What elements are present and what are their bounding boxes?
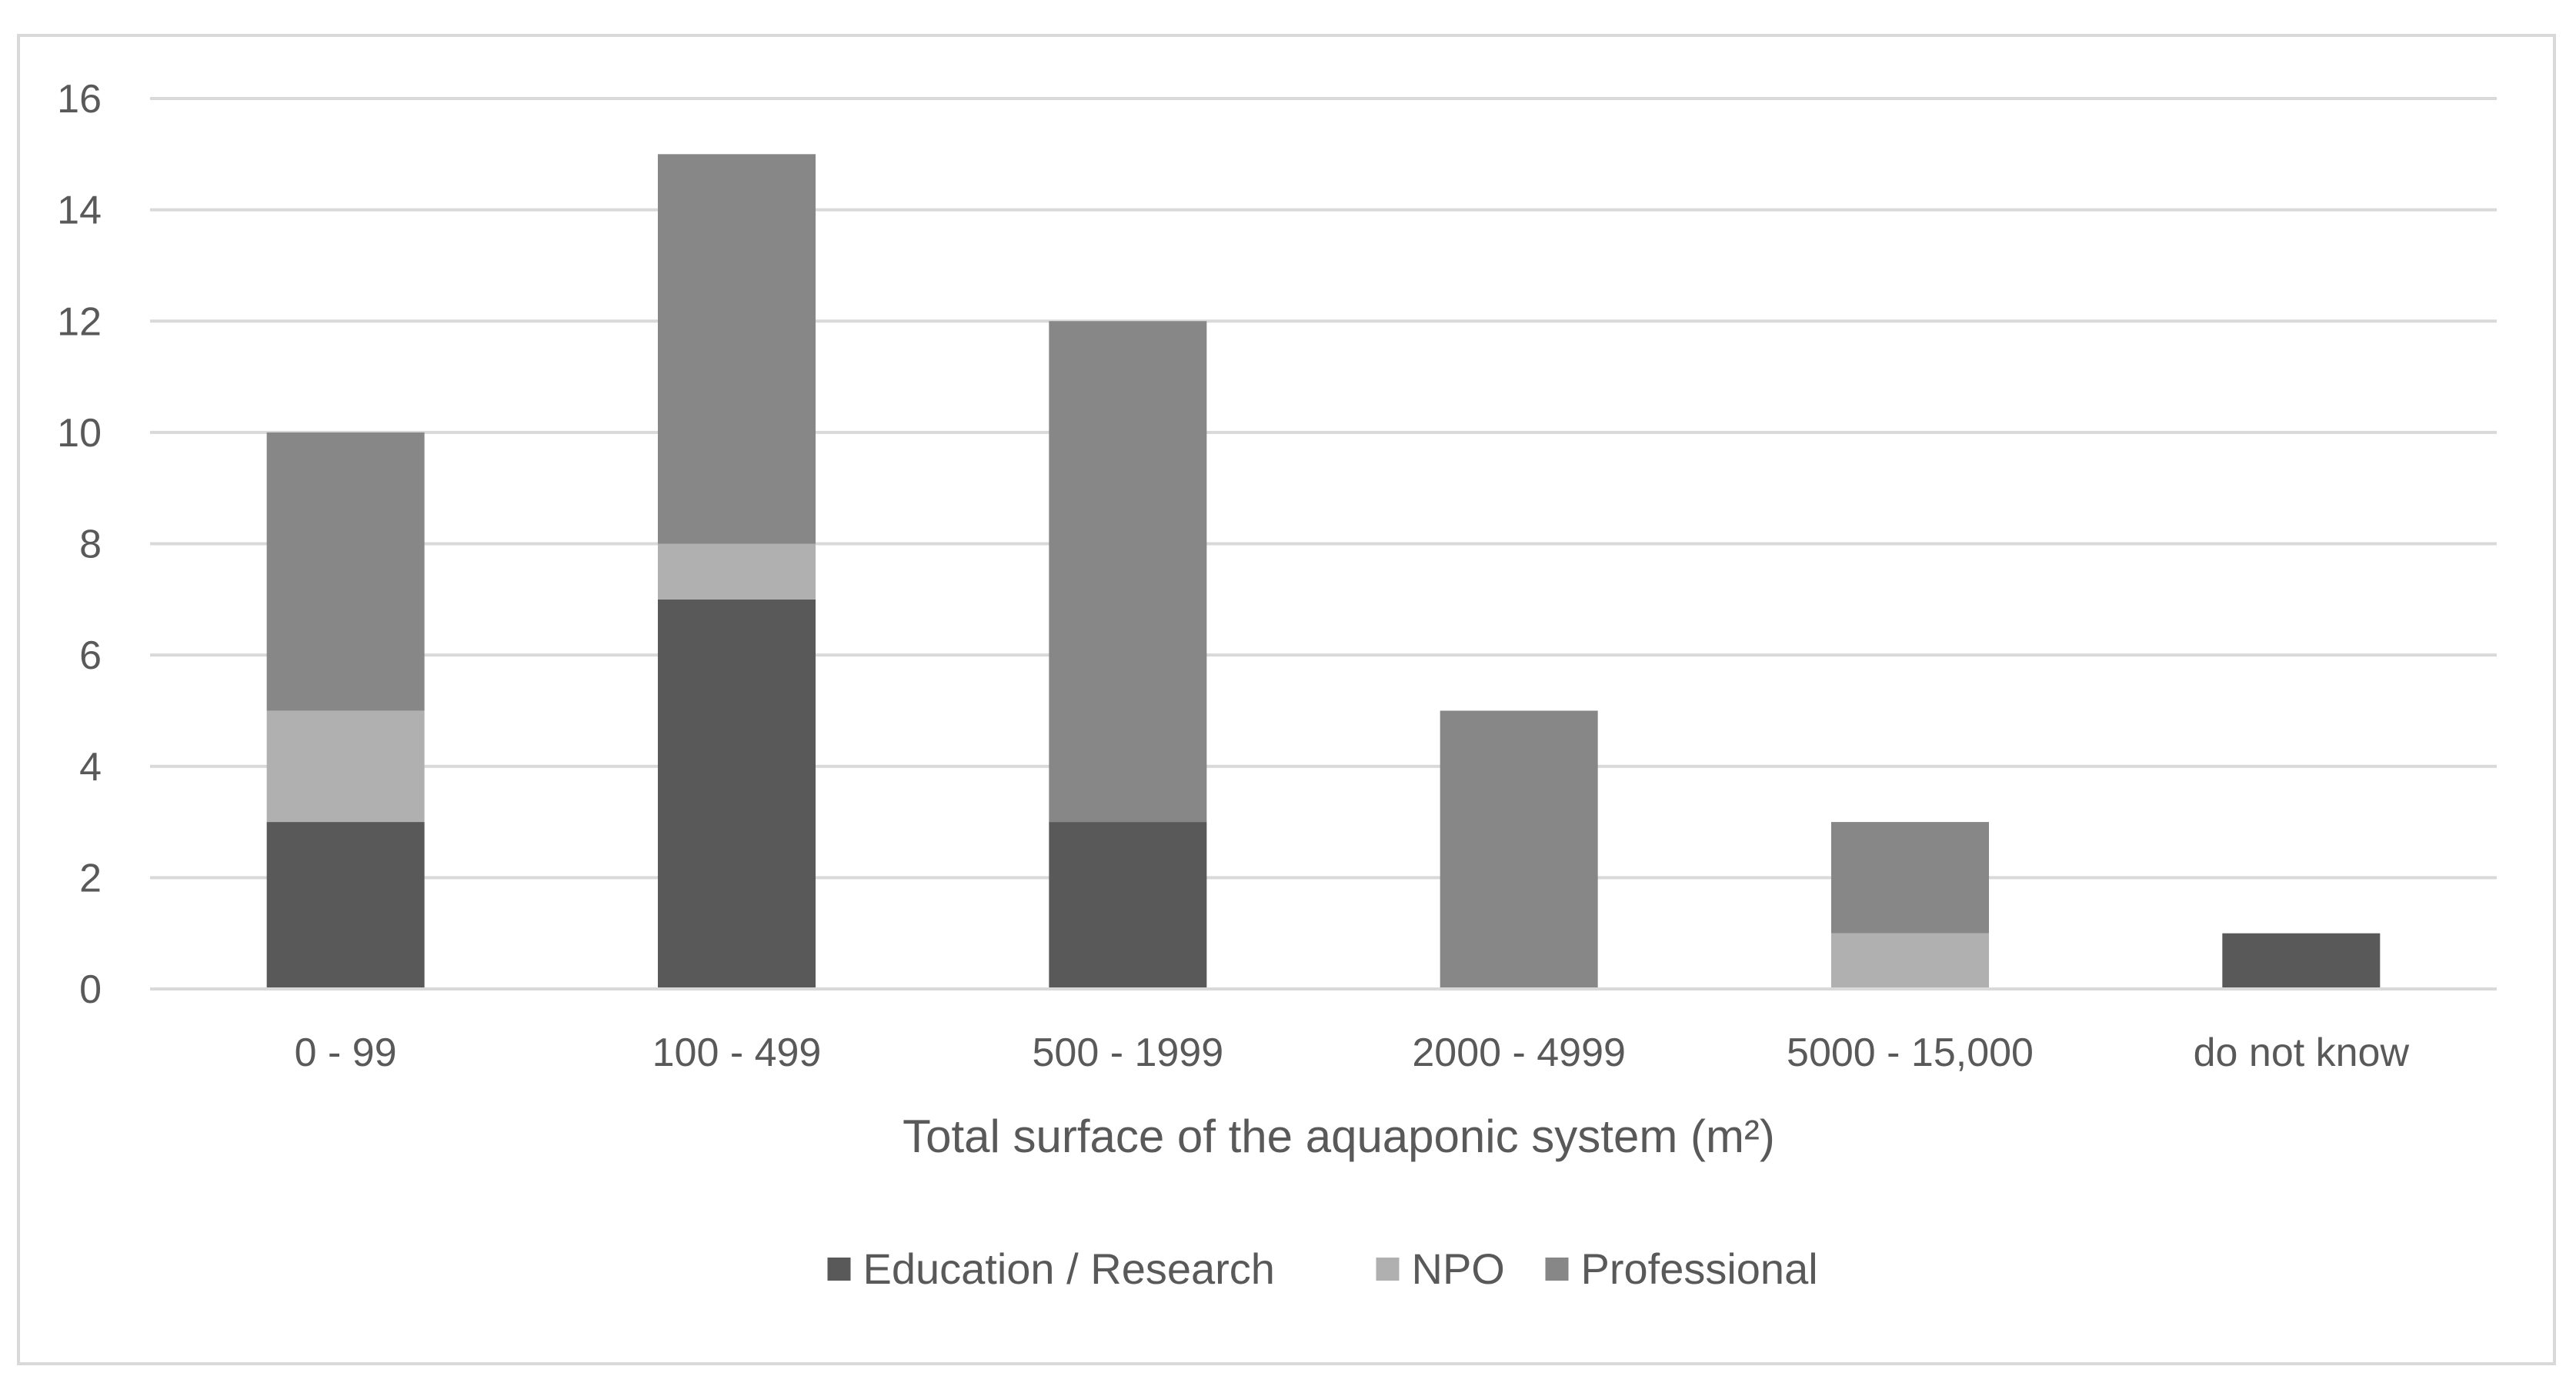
bars	[266, 154, 2381, 989]
y-tick-label: 14	[57, 189, 102, 233]
x-tick-label: 100 - 499	[652, 1031, 822, 1075]
y-tick-label: 0	[79, 967, 102, 1012]
y-tick-label: 8	[79, 523, 102, 567]
legend-label: Education / Research	[863, 1244, 1275, 1293]
bar-segment	[1831, 933, 1989, 989]
legend-label: NPO	[1412, 1244, 1505, 1293]
bar-segment	[658, 599, 816, 989]
legend-label: Professional	[1581, 1244, 1818, 1293]
bar-segment	[266, 822, 425, 989]
x-tick-label: 5000 - 15,000	[1787, 1031, 2034, 1075]
legend-swatch	[1545, 1258, 1569, 1281]
x-tick-label: do not know	[2194, 1031, 2410, 1075]
legend-swatch	[827, 1258, 851, 1281]
bar-segment	[266, 432, 425, 711]
x-tick-label: 500 - 1999	[1033, 1031, 1224, 1075]
bar-segment	[1049, 822, 1207, 989]
bar-segment	[1831, 822, 1989, 934]
legend-swatch	[1376, 1258, 1400, 1281]
y-tick-label: 10	[57, 411, 102, 456]
x-tick-label: 2000 - 4999	[1412, 1031, 1626, 1075]
y-axis-ticks: 0 2 4 6 8 10 12 14 16	[57, 77, 102, 1012]
bar-segment	[1440, 710, 1598, 989]
bar-segment	[658, 543, 816, 600]
x-axis-title: Total surface of the aquaponic system (m…	[903, 1111, 1775, 1162]
bar-segment	[266, 710, 425, 823]
x-tick-label: 0 - 99	[295, 1031, 397, 1075]
bar-segment	[1049, 321, 1207, 823]
chart-frame	[17, 34, 2556, 1365]
y-tick-label: 16	[57, 77, 102, 122]
gridlines	[150, 97, 2497, 880]
y-tick-label: 6	[79, 633, 102, 678]
legend: Education / Research NPO Professional	[827, 1244, 1818, 1293]
y-tick-label: 4	[79, 745, 102, 790]
y-tick-label: 12	[57, 299, 102, 344]
bar-segment	[658, 154, 816, 544]
x-axis-ticks: 0 - 99 100 - 499 500 - 1999 2000 - 4999 5000…	[295, 1031, 2410, 1075]
y-tick-label: 2	[79, 856, 102, 900]
bar-segment	[2222, 933, 2381, 989]
